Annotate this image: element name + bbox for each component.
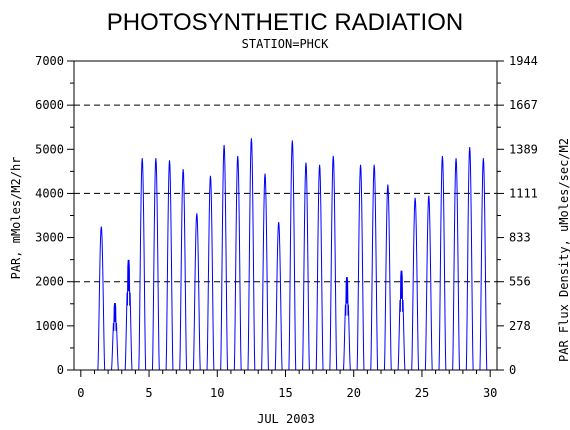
y-axis-left: 0 1000 2000 3000 4000 5000 6000 7000	[35, 54, 74, 377]
x-tick-label: 15	[278, 386, 292, 400]
y-axis-label-right: PAR Flux Density, uMoles/sec/M2	[557, 138, 570, 362]
data-line	[94, 138, 490, 371]
plot-frame	[73, 60, 498, 371]
y-tick-label: 6000	[35, 98, 64, 112]
y-tick-label: 2000	[35, 275, 64, 289]
data-series	[94, 138, 490, 371]
chart-title: PHOTOSYNTHETIC RADIATION	[107, 9, 463, 36]
y-tick-label: 7000	[35, 54, 64, 68]
y-tick-label-right: 556	[509, 275, 531, 289]
y-tick-label-right: 278	[509, 319, 531, 333]
y-tick-label-right: 1667	[509, 98, 538, 112]
y-tick-label-right: 0	[509, 363, 516, 377]
x-tick-label: 10	[210, 386, 224, 400]
x-tick-label: 25	[415, 386, 429, 400]
y-tick-label-right: 833	[509, 231, 531, 245]
x-axis-label: JUL 2003	[257, 412, 315, 426]
x-tick-label: 20	[346, 386, 360, 400]
x-tick-label: 5	[145, 386, 152, 400]
reference-lines	[74, 104, 497, 283]
y-tick-label-right: 1111	[509, 186, 538, 200]
y-axis-label-left: PAR, mMoles/M2/hr	[9, 157, 23, 280]
y-tick-label-right: 1389	[509, 142, 538, 156]
y-tick-label: 3000	[35, 231, 64, 245]
y-axis-right: 0 278 556 833 1111 1389 1667 1944	[497, 54, 538, 377]
y-tick-label: 0	[57, 363, 64, 377]
y-tick-label-right: 1944	[509, 54, 538, 68]
chart-subtitle: STATION=PHCK	[242, 37, 329, 51]
y-tick-label: 1000	[35, 319, 64, 333]
x-tick-label: 0	[77, 386, 84, 400]
x-tick-label: 30	[483, 386, 497, 400]
y-tick-label: 4000	[35, 186, 64, 200]
x-axis: 0 5 10 15 20 25 30	[77, 370, 497, 400]
y-tick-label: 5000	[35, 142, 64, 156]
